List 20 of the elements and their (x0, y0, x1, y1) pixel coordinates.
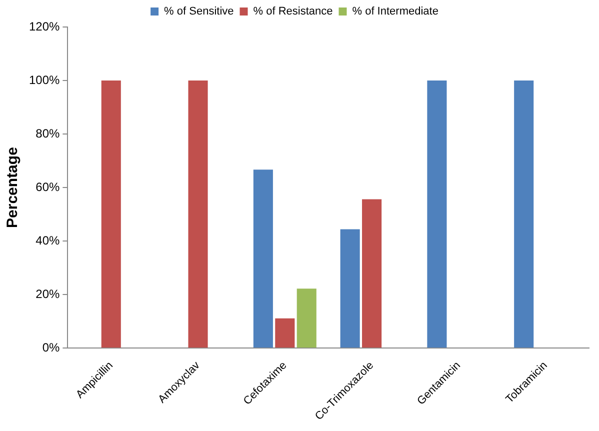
y-axis-title: Percentage (4, 147, 22, 228)
y-tick-label: 20% (36, 286, 60, 301)
bar (296, 288, 316, 348)
y-tick-label: 40% (36, 233, 60, 248)
y-tick-label: 100% (28, 72, 60, 87)
y-tick-label: 60% (36, 180, 60, 194)
legend-label: % of Resistance (253, 6, 333, 18)
bar (101, 80, 121, 348)
bar (362, 199, 382, 348)
legend-label: % of Sensitive (164, 6, 234, 18)
bar (253, 170, 273, 348)
bar (340, 229, 360, 348)
y-tick-label: 0% (42, 340, 60, 354)
y-tick-label: 120% (28, 19, 60, 34)
legend-label: % of Intermediate (352, 6, 438, 18)
bar (514, 80, 534, 348)
y-tick-label: 80% (36, 126, 60, 140)
bar (275, 318, 295, 348)
bar (427, 80, 447, 348)
bar (188, 80, 208, 348)
